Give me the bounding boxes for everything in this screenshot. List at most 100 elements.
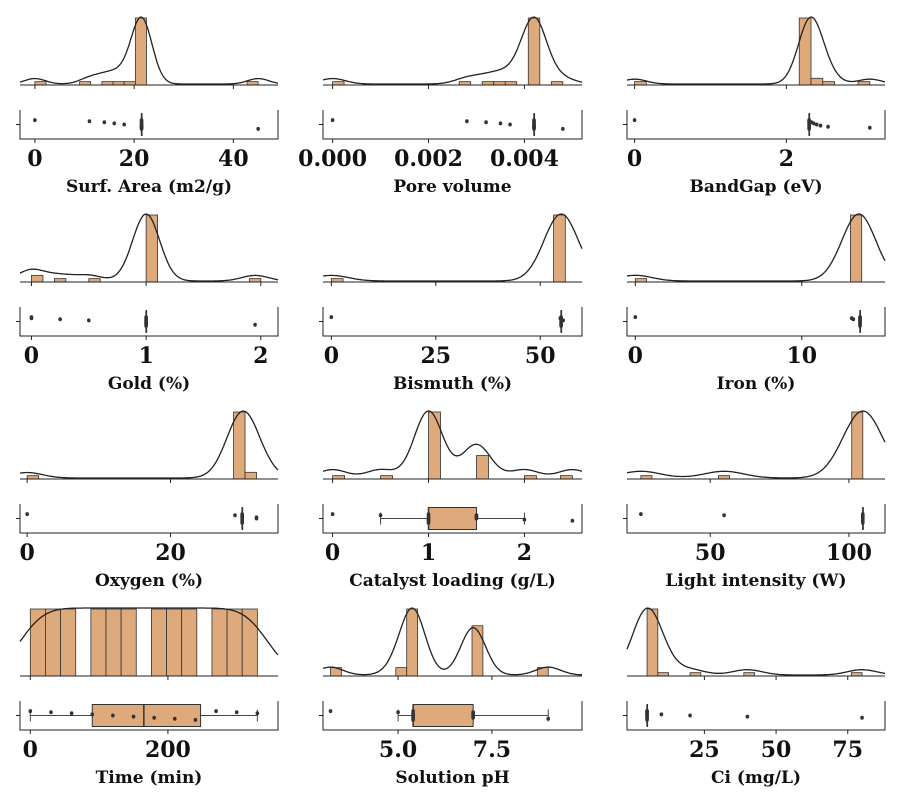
hist-bar [112, 81, 125, 86]
x-tick-label: 1 [138, 343, 153, 369]
x-axis-label: Oxygen (%) [95, 571, 203, 591]
hist-bar [550, 81, 564, 86]
hist-bar [332, 81, 345, 86]
x-tick-label: 2 [253, 343, 268, 369]
x-axis-label: Light intensity (W) [665, 571, 846, 591]
strip-point [33, 118, 37, 123]
strip-point [522, 517, 527, 522]
strip-point [861, 520, 865, 525]
kde-curve [322, 607, 583, 676]
strip-point [25, 512, 29, 517]
x-tick-label: 7.5 [473, 737, 511, 763]
x-tick-label: 1 [421, 540, 436, 566]
hist-bar [120, 608, 137, 677]
x-tick-label: 200 [145, 737, 191, 763]
box-axes [19, 307, 279, 337]
strip-point [102, 120, 107, 125]
hist-bar [646, 608, 659, 677]
hist-bar [471, 625, 484, 677]
strip-point [112, 121, 117, 126]
strip-point [139, 125, 144, 130]
hist-bar [166, 608, 183, 677]
hist-bar [406, 608, 418, 677]
x-tick-label: 20 [119, 146, 150, 172]
box-axes [626, 307, 886, 337]
x-tick-label: 0 [627, 146, 642, 172]
x-tick-label: 50 [525, 343, 556, 369]
kde-curve [626, 213, 886, 282]
x-tick-label: 10 [786, 343, 817, 369]
strip-point [851, 317, 856, 322]
strip-point [498, 121, 503, 126]
x-tick-label: 75 [832, 737, 863, 763]
strip-point [465, 119, 469, 124]
kde-curve [19, 607, 279, 656]
x-tick-label: 2 [779, 146, 794, 172]
strip-point [561, 318, 566, 323]
kde-curve [19, 213, 279, 282]
box-axes [322, 110, 583, 140]
x-axis-label: Bismuth (%) [393, 374, 512, 394]
strip-point [868, 125, 872, 130]
hist-bar [822, 81, 835, 86]
kde-curve [19, 16, 279, 85]
hist-bar [54, 278, 67, 283]
strip-point [508, 122, 512, 127]
hist-bar [527, 17, 541, 86]
strip-point [411, 717, 415, 722]
strip-point [173, 716, 177, 721]
strip-point [426, 520, 431, 525]
strip-point [396, 710, 400, 715]
hist-bar [233, 411, 246, 480]
hist-bar [248, 278, 262, 283]
hist-bar [101, 81, 114, 86]
strip-point [426, 512, 431, 517]
kde-curve [322, 213, 583, 282]
hist-bar [31, 274, 44, 283]
hist-bar [241, 608, 258, 677]
strip-point [330, 512, 335, 517]
strip-point [814, 122, 819, 127]
kde-curve [626, 16, 886, 85]
hist-bar [90, 608, 107, 677]
strip-point [253, 322, 257, 327]
box-axes [626, 701, 886, 731]
strip-point [633, 315, 638, 320]
x-tick-label: 0 [20, 540, 35, 566]
strip-point [254, 516, 259, 521]
hist-bar [718, 475, 731, 480]
x-axis-label: Pore volume [393, 177, 511, 197]
x-tick-label: 25 [420, 343, 451, 369]
strip-point [811, 121, 816, 126]
hist-bar [226, 608, 243, 677]
strip-point [484, 120, 488, 125]
hist-bar [560, 475, 573, 480]
box [428, 507, 477, 530]
strip-point [111, 713, 115, 718]
x-tick-label: 25 [689, 737, 720, 763]
x-tick-label: 0.004 [490, 146, 559, 172]
strip-point [818, 123, 823, 128]
strip-point [152, 715, 156, 720]
strip-point [87, 318, 91, 323]
strip-point [570, 518, 575, 523]
box-axes [322, 307, 583, 337]
x-axis-label: Ci (mg/L) [711, 768, 801, 788]
x-tick-label: 50 [761, 737, 792, 763]
hist-bar [29, 608, 46, 677]
box-axes [626, 110, 886, 140]
strip-point [471, 715, 475, 720]
hist-bar [395, 667, 408, 677]
strip-point [639, 512, 643, 517]
x-tick-label: 40 [218, 146, 249, 172]
x-tick-label: 20 [155, 540, 186, 566]
hist-bar [151, 608, 167, 677]
hist-bar [123, 81, 136, 86]
strip-point [214, 709, 218, 714]
strip-point [329, 315, 334, 320]
strip-point [144, 321, 148, 326]
strip-point [474, 516, 479, 521]
x-tick-label: 0 [27, 146, 42, 172]
strip-point [233, 513, 237, 518]
hist-bar [476, 455, 489, 480]
